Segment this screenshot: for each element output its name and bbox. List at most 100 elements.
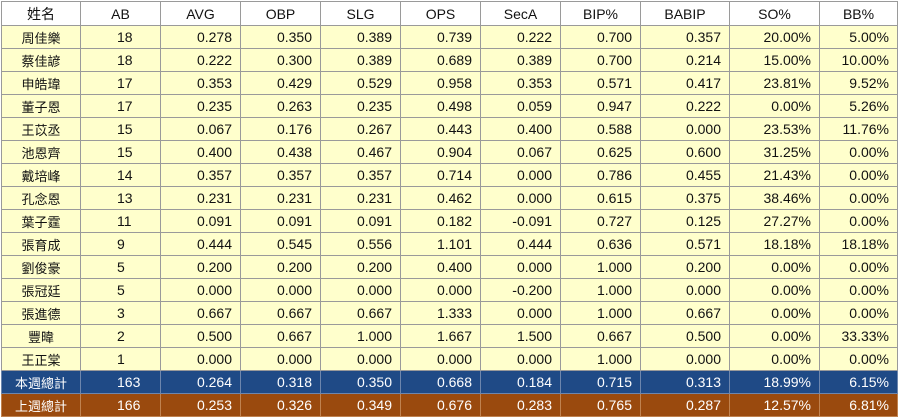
- stat-cell-obp: 0.000: [240, 347, 321, 371]
- stat-cell-bip: 0.727: [560, 209, 641, 233]
- stat-cell-obp: 0.300: [240, 48, 321, 72]
- stat-cell-bb: 0.00%: [819, 255, 898, 279]
- stat-cell-ab: 5: [80, 278, 161, 302]
- stat-cell-avg: 0.000: [160, 278, 241, 302]
- stat-cell-obp: 0.545: [240, 232, 321, 256]
- column-header-seca: SecA: [480, 1, 561, 26]
- stat-cell-seca: 0.184: [480, 370, 561, 394]
- stat-cell-avg: 0.235: [160, 94, 241, 118]
- column-header-babip: BABIP: [640, 1, 730, 26]
- stat-cell-bb: 0.00%: [819, 301, 898, 325]
- stat-cell-obp: 0.318: [240, 370, 321, 394]
- stat-cell-bip: 0.700: [560, 48, 641, 72]
- stat-cell-bb: 0.00%: [819, 140, 898, 164]
- player-name-cell: 董子恩: [1, 94, 81, 118]
- stat-cell-seca: 0.444: [480, 232, 561, 256]
- stat-cell-avg: 0.200: [160, 255, 241, 279]
- stat-cell-bip: 1.000: [560, 301, 641, 325]
- table-row: 周佳樂 18 0.278 0.350 0.389 0.739 0.222 0.700 0.357…: [1, 25, 898, 49]
- stat-cell-ab: 18: [80, 25, 161, 49]
- stat-cell-slg: 0.556: [320, 232, 401, 256]
- stat-cell-ops: 1.333: [400, 301, 481, 325]
- stat-cell-babip: 0.222: [640, 94, 730, 118]
- stat-cell-so: 0.00%: [729, 278, 820, 302]
- stat-cell-obp: 0.438: [240, 140, 321, 164]
- stat-cell-seca: 0.059: [480, 94, 561, 118]
- stat-cell-slg: 0.000: [320, 278, 401, 302]
- stat-cell-babip: 0.667: [640, 301, 730, 325]
- stat-cell-so: 0.00%: [729, 324, 820, 348]
- stat-cell-so: 0.00%: [729, 94, 820, 118]
- stat-cell-avg: 0.667: [160, 301, 241, 325]
- stat-cell-avg: 0.357: [160, 163, 241, 187]
- stat-cell-seca: 0.283: [480, 393, 561, 417]
- stat-cell-ab: 1: [80, 347, 161, 371]
- stat-cell-avg: 0.000: [160, 347, 241, 371]
- stat-cell-obp: 0.667: [240, 301, 321, 325]
- stat-cell-slg: 0.357: [320, 163, 401, 187]
- stat-cell-bb: 10.00%: [819, 48, 898, 72]
- stat-cell-avg: 0.444: [160, 232, 241, 256]
- stat-cell-babip: 0.000: [640, 117, 730, 141]
- table-row: 孔念恩 13 0.231 0.231 0.231 0.462 0.000 0.615 0.375…: [1, 186, 898, 210]
- stat-cell-seca: 0.353: [480, 71, 561, 95]
- stat-cell-obp: 0.357: [240, 163, 321, 187]
- stat-cell-seca: 0.067: [480, 140, 561, 164]
- table-row: 劉俊豪 5 0.200 0.200 0.200 0.400 0.000 1.000 0.200 0…: [1, 255, 898, 279]
- stat-cell-slg: 0.235: [320, 94, 401, 118]
- stat-cell-ops: 1.101: [400, 232, 481, 256]
- stat-cell-ops: 0.182: [400, 209, 481, 233]
- stat-cell-seca: 0.000: [480, 301, 561, 325]
- stat-cell-avg: 0.253: [160, 393, 241, 417]
- stat-cell-bb: 11.76%: [819, 117, 898, 141]
- player-name-cell: 周佳樂: [1, 25, 81, 49]
- stat-cell-bb: 6.81%: [819, 393, 898, 417]
- stat-cell-seca: 0.000: [480, 347, 561, 371]
- stat-cell-babip: 0.600: [640, 140, 730, 164]
- table-row: 申皓瑋 17 0.353 0.429 0.529 0.958 0.353 0.571 0.417…: [1, 71, 898, 95]
- stat-cell-ops: 0.400: [400, 255, 481, 279]
- header-row: 姓名 AB AVG OBP SLG OPS SecA BIP% BABIP SO% BB%: [1, 1, 898, 26]
- stat-cell-so: 27.27%: [729, 209, 820, 233]
- stat-cell-bip: 0.571: [560, 71, 641, 95]
- stat-cell-bb: 5.00%: [819, 25, 898, 49]
- table-row: 董子恩 17 0.235 0.263 0.235 0.498 0.059 0.947 0.222…: [1, 94, 898, 118]
- stat-cell-obp: 0.326: [240, 393, 321, 417]
- column-header-bip: BIP%: [560, 1, 641, 26]
- stat-cell-so: 23.81%: [729, 71, 820, 95]
- stat-cell-avg: 0.500: [160, 324, 241, 348]
- table-row: 張進德 3 0.667 0.667 0.667 1.333 0.000 1.000 0.667 0…: [1, 301, 898, 325]
- stat-cell-slg: 0.389: [320, 48, 401, 72]
- table-row: 戴培峰 14 0.357 0.357 0.357 0.714 0.000 0.786 0.455…: [1, 163, 898, 187]
- stat-cell-bb: 9.52%: [819, 71, 898, 95]
- stat-cell-so: 12.57%: [729, 393, 820, 417]
- total-row-this-week: 本週總計 163 0.264 0.318 0.350 0.668 0.184 0.715 0.3…: [1, 370, 898, 394]
- column-header-obp: OBP: [240, 1, 321, 26]
- stat-cell-slg: 0.529: [320, 71, 401, 95]
- stat-cell-obp: 0.200: [240, 255, 321, 279]
- stat-cell-slg: 0.000: [320, 347, 401, 371]
- stat-cell-ops: 0.739: [400, 25, 481, 49]
- table-row: 豐暐 2 0.500 0.667 1.000 1.667 1.500 0.667 0.500 0.…: [1, 324, 898, 348]
- stat-cell-babip: 0.500: [640, 324, 730, 348]
- stat-cell-avg: 0.231: [160, 186, 241, 210]
- player-name-cell: 張冠廷: [1, 278, 81, 302]
- stat-cell-bip: 0.615: [560, 186, 641, 210]
- column-header-so: SO%: [729, 1, 820, 26]
- stat-cell-seca: 0.389: [480, 48, 561, 72]
- stat-cell-so: 15.00%: [729, 48, 820, 72]
- player-name-cell: 劉俊豪: [1, 255, 81, 279]
- stat-cell-ops: 0.676: [400, 393, 481, 417]
- stat-cell-so: 18.99%: [729, 370, 820, 394]
- table-row: 葉子霆 11 0.091 0.091 0.091 0.182 -0.091 0.727 0.12…: [1, 209, 898, 233]
- player-name-cell: 上週總計: [1, 393, 81, 417]
- stat-cell-bip: 0.636: [560, 232, 641, 256]
- stat-cell-ab: 13: [80, 186, 161, 210]
- stat-cell-so: 0.00%: [729, 255, 820, 279]
- stat-cell-babip: 0.571: [640, 232, 730, 256]
- column-header-slg: SLG: [320, 1, 401, 26]
- stat-cell-ab: 17: [80, 94, 161, 118]
- player-name-cell: 豐暐: [1, 324, 81, 348]
